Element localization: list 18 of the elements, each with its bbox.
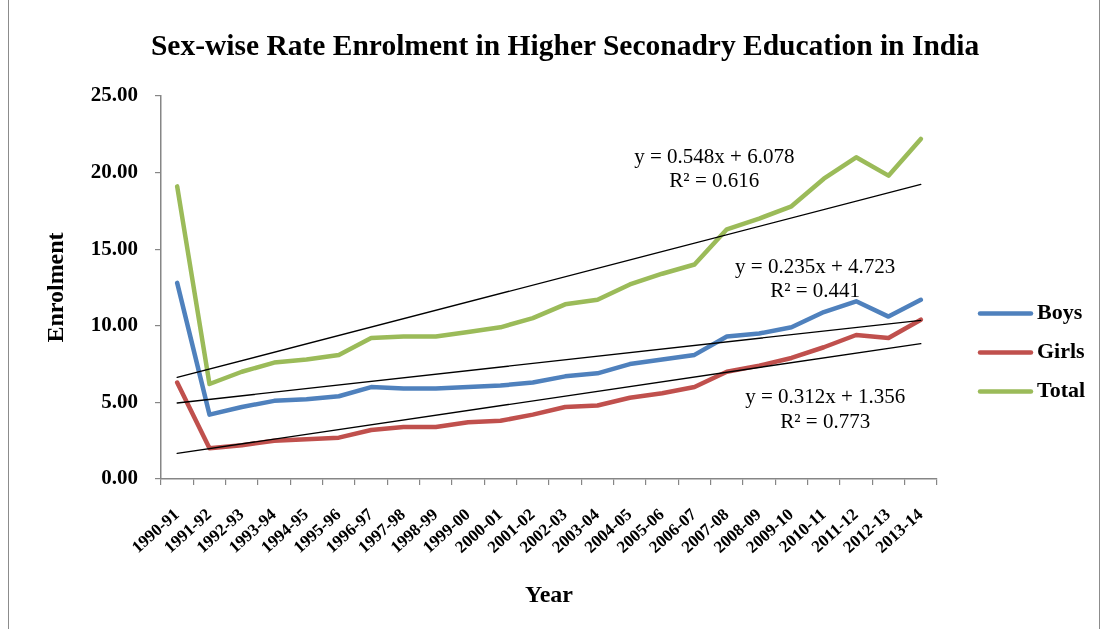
annotation: y = 0.312x + 1.356 [745,383,906,408]
y-tick-label: 15.00 [90,235,138,260]
annotation: R² = 0.773 [780,408,871,433]
y-tick-label: 20.00 [90,159,138,184]
annotation: y = 0.235x + 4.723 [735,254,896,279]
y-axis-title: Enrolment [41,232,68,343]
chart-title: Sex-wise Rate Enrolment in Higher Seconadry Education in India [150,28,980,61]
legend-label: Total [1037,377,1086,403]
annotation: R² = 0.441 [770,277,861,302]
y-tick-label: 10.00 [90,312,138,337]
legend-label: Girls [1037,338,1086,364]
y-tick-label: 25.00 [90,82,138,107]
annotation: y = 0.548x + 6.078 [634,144,795,169]
y-tick-label: 5.00 [101,388,138,413]
annotation: R² = 0.616 [669,168,760,193]
y-tick-label: 0.00 [101,465,138,490]
x-axis-title: Year [525,580,574,607]
legend-label: Boys [1037,299,1083,325]
